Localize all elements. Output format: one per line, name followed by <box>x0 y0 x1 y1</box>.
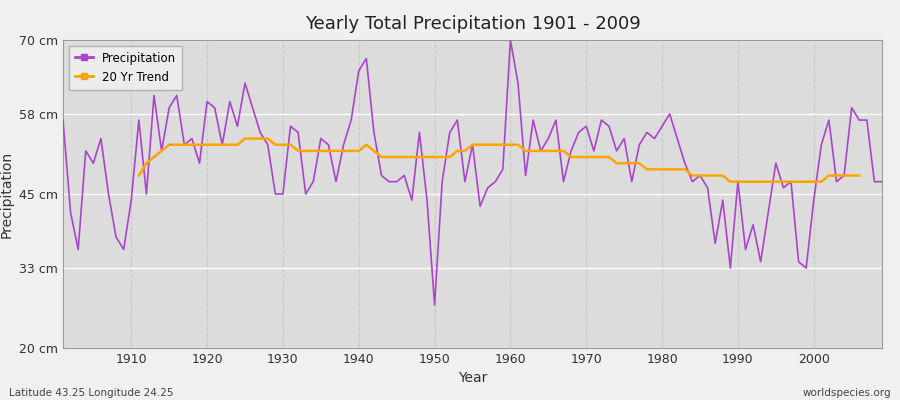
Text: Latitude 43.25 Longitude 24.25: Latitude 43.25 Longitude 24.25 <box>9 388 174 398</box>
Text: worldspecies.org: worldspecies.org <box>803 388 891 398</box>
Title: Yearly Total Precipitation 1901 - 2009: Yearly Total Precipitation 1901 - 2009 <box>304 15 641 33</box>
Y-axis label: Precipitation: Precipitation <box>0 150 14 238</box>
X-axis label: Year: Year <box>458 372 487 386</box>
Legend: Precipitation, 20 Yr Trend: Precipitation, 20 Yr Trend <box>69 46 182 90</box>
